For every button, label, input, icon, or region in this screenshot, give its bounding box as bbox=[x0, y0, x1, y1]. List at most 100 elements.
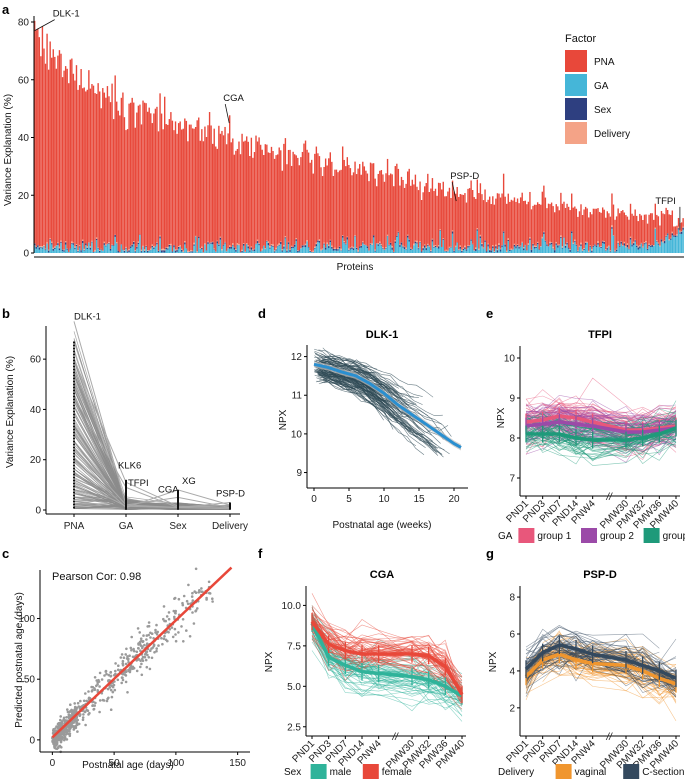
chart-c-point-460 bbox=[132, 647, 135, 651]
chart-a-bar-sex-204 bbox=[349, 248, 352, 250]
chart-a-bar-pna-365 bbox=[598, 211, 601, 247]
chart-a-bar-sex-57 bbox=[122, 249, 124, 251]
chart-b-highlight-line-1 bbox=[73, 358, 231, 508]
chart-a-bar-pna-151 bbox=[267, 152, 270, 242]
chart-f-ytick-label-3: 10.0 bbox=[282, 601, 302, 612]
chart-g-legend-label-0: vaginal bbox=[575, 767, 607, 778]
chart-a-bar-delivery-53 bbox=[116, 242, 118, 244]
chart-a-bar-ga-326 bbox=[538, 250, 540, 253]
chart-a-bar-ga-77 bbox=[153, 249, 155, 253]
chart-c-point-612 bbox=[188, 635, 192, 638]
chart-a-bar-pna-329 bbox=[543, 185, 545, 232]
chart-a-bar-pna-96 bbox=[182, 128, 184, 251]
chart-a-bar-ga-79 bbox=[156, 244, 158, 253]
chart-a-bar-pna-3 bbox=[38, 37, 41, 247]
chart-a-bar-ga-148 bbox=[263, 245, 265, 253]
chart-a-bar-pna-164 bbox=[287, 149, 290, 242]
chart-a-bar-sex-126 bbox=[229, 246, 231, 249]
chart-a-bar-delivery-335 bbox=[552, 246, 554, 249]
chart-a-bar-ga-105 bbox=[196, 252, 198, 253]
chart-a-bar-ga-261 bbox=[437, 248, 440, 253]
chart-a-bar-delivery-225 bbox=[382, 247, 384, 249]
chart-a-bar-delivery-72 bbox=[145, 245, 147, 247]
chart-a-bar-delivery-290 bbox=[482, 247, 485, 249]
chart-a-bar-pna-333 bbox=[549, 204, 551, 242]
chart-a-bar-delivery-199 bbox=[341, 235, 344, 236]
chart-b-highlight-line-2 bbox=[73, 396, 231, 509]
chart-a-bar-sex-231 bbox=[391, 247, 393, 250]
chart-a-annotation-1: CGA bbox=[223, 93, 244, 104]
chart-a-bar-delivery-297 bbox=[493, 251, 496, 252]
chart-a-bar-pna-176 bbox=[306, 149, 308, 241]
chart-a-bar-pna-40 bbox=[95, 93, 98, 238]
chart-a-bar-delivery-196 bbox=[337, 248, 339, 250]
chart-a-bar-sex-396 bbox=[646, 249, 649, 251]
chart-a-bar-delivery-288 bbox=[479, 234, 482, 237]
chart-a-bar-ga-228 bbox=[386, 236, 389, 253]
chart-a-bar-sex-69 bbox=[140, 251, 143, 253]
chart-a-bar-sex-4 bbox=[40, 246, 42, 248]
chart-a-bar-pna-322 bbox=[532, 205, 534, 244]
chart-a-bar-ga-11 bbox=[51, 244, 53, 253]
chart-a-bar-pna-16 bbox=[58, 50, 61, 247]
chart-a-ytick-label-4: 80 bbox=[18, 18, 30, 29]
chart-a-bars bbox=[34, 20, 684, 253]
chart-a-bar-delivery-352 bbox=[578, 245, 581, 247]
chart-a-bar-sex-80 bbox=[157, 251, 160, 252]
chart-a-bar-pna-293 bbox=[487, 199, 489, 244]
chart-g-ytick-label-2: 6 bbox=[509, 630, 515, 641]
chart-a-bar-ga-419 bbox=[682, 229, 684, 253]
chart-c-point-153 bbox=[136, 627, 140, 630]
chart-a-bar-delivery-100 bbox=[188, 251, 191, 253]
chart-a-bar-ga-409 bbox=[666, 234, 669, 253]
chart-a-bar-ga-163 bbox=[286, 252, 288, 253]
chart-a-bar-delivery-170 bbox=[297, 250, 299, 251]
chart-a-bar-pna-124 bbox=[225, 144, 228, 251]
chart-a-bar-ga-184 bbox=[318, 242, 321, 253]
chart-a-bar-pna-63 bbox=[131, 97, 133, 245]
chart-d-xtick-label-4: 20 bbox=[448, 494, 460, 505]
chart-f-legend-swatch-0 bbox=[310, 764, 327, 779]
chart-c-point-346 bbox=[140, 673, 144, 677]
chart-a-bar-delivery-88 bbox=[170, 243, 172, 246]
chart-a-bar-sex-395 bbox=[645, 242, 647, 244]
chart-a-bar-pna-266 bbox=[445, 196, 448, 250]
chart-a-bar-ga-210 bbox=[359, 247, 361, 253]
chart-a-bar-pna-13 bbox=[54, 56, 56, 247]
chart-a-bar-sex-162 bbox=[284, 237, 287, 239]
chart-a-bar-delivery-129 bbox=[233, 246, 236, 248]
chart-c-point-351 bbox=[200, 587, 203, 590]
chart-a-bar-sex-196 bbox=[337, 249, 339, 251]
chart-a-bar-delivery-257 bbox=[431, 238, 434, 240]
chart-a-bar-pna-106 bbox=[198, 117, 200, 237]
chart-c-xtick-label-0: 0 bbox=[50, 758, 56, 769]
chart-a-bar-ga-51 bbox=[112, 245, 115, 253]
chart-a-bar-pna-373 bbox=[611, 193, 613, 226]
chart-a-bar-sex-366 bbox=[600, 246, 602, 249]
chart-a-bar-delivery-160 bbox=[281, 249, 284, 251]
chart-a-bar-sex-160 bbox=[281, 250, 284, 252]
chart-a-bar-pna-330 bbox=[544, 197, 547, 241]
chart-a-bar-ga-92 bbox=[176, 251, 178, 253]
chart-a-bar-ga-46 bbox=[105, 246, 107, 253]
chart-a-bar-ga-149 bbox=[264, 249, 266, 253]
chart-a-bar-delivery-256 bbox=[430, 250, 432, 252]
chart-g-ytick-label-1: 4 bbox=[509, 666, 515, 677]
chart-c-point-355 bbox=[109, 688, 113, 692]
chart-a-bar-ga-415 bbox=[676, 236, 678, 253]
chart-a-bar-delivery-329 bbox=[543, 231, 545, 233]
chart-a-bar-pna-369 bbox=[605, 217, 607, 250]
chart-a-bar-ga-153 bbox=[270, 246, 273, 253]
chart-c-point-244 bbox=[140, 662, 143, 666]
chart-a-bar-sex-120 bbox=[219, 237, 222, 240]
chart-a-bar-delivery-96 bbox=[182, 250, 184, 253]
chart-b-xtick-label-1: GA bbox=[119, 521, 134, 532]
chart-a-bar-sex-403 bbox=[657, 243, 660, 245]
chart-a-bar-pna-145 bbox=[258, 137, 260, 243]
chart-a-bar-ga-346 bbox=[569, 251, 571, 253]
chart-a-bar-delivery-107 bbox=[199, 248, 201, 249]
chart-a-bar-ga-53 bbox=[116, 243, 118, 253]
chart-a-bar-ga-168 bbox=[294, 246, 296, 253]
chart-a-bar-pna-33 bbox=[85, 91, 87, 244]
chart-a-bar-pna-179 bbox=[311, 159, 313, 252]
